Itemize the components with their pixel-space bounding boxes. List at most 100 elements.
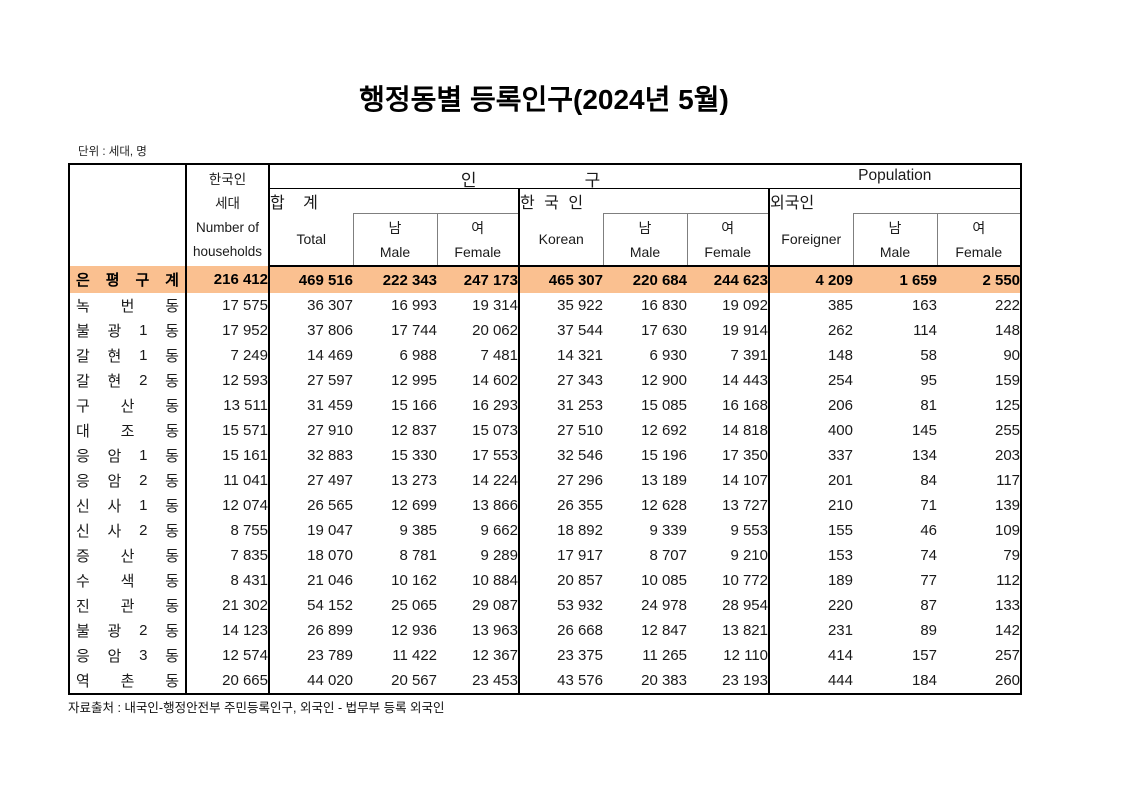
cell-korean_female: 17 350 (687, 443, 770, 468)
foreigner-female-ko: 여 (972, 220, 986, 237)
cell-total: 26 565 (307, 497, 353, 514)
cell-korean: 20 857 (557, 572, 603, 589)
cell-foreigner_female: 125 (995, 397, 1021, 414)
cell-korean_female: 28 954 (687, 593, 770, 618)
cell-foreigner_male: 74 (920, 547, 937, 564)
table-row: 갈 현 2 동 12 593 27 597 12 995 14 602 27 343 12 900… (69, 368, 1021, 393)
cell-foreigner_male: 87 (920, 597, 937, 614)
total-female-en: Female (454, 244, 502, 261)
cell-total_male: 11 422 (392, 647, 437, 664)
cell-total_female: 9 662 (437, 518, 520, 543)
cell-total_female: 13 963 (437, 618, 520, 643)
households-header-en1: Number of (195, 219, 260, 235)
cell-foreigner: 210 (827, 497, 853, 514)
foreigner-male-header: 남 Male (852, 212, 937, 267)
cell-foreigner_male: 84 (920, 472, 937, 489)
cell-total_female: 12 367 (437, 643, 520, 668)
cell-korean_male: 20 383 (641, 672, 687, 689)
cell-korean_female: 12 110 (687, 643, 770, 668)
table-header: 한국인 세대 Number of households 인 구 Populati… (69, 164, 1022, 267)
cell-korean_male: 9 339 (649, 522, 687, 539)
cell-total_female: 247 173 (437, 266, 520, 293)
cell-foreigner: 189 (827, 572, 853, 589)
cell-foreigner_female: 148 (995, 322, 1021, 339)
total-female-header: 여 Female (436, 212, 520, 267)
korean-male-header: 남 Male (602, 212, 687, 267)
cell-korean_male: 16 830 (641, 297, 687, 314)
cell-korean: 53 932 (557, 597, 603, 614)
group-total-label: 합 계 (269, 188, 520, 213)
cell-total: 469 516 (269, 266, 353, 293)
cell-total_female: 13 866 (437, 493, 520, 518)
cell-korean_female: 244 623 (687, 266, 770, 293)
cell-foreigner_female: 159 (995, 372, 1021, 389)
cell-total: 44 020 (307, 672, 353, 689)
cell-korean: 31 253 (557, 397, 603, 414)
cell-total_male: 12 837 (391, 422, 437, 439)
cell-total: 14 469 (307, 347, 353, 364)
cell-total_female: 20 062 (437, 318, 520, 343)
cell-korean_male: 17 630 (641, 322, 687, 339)
cell-foreigner: 153 (827, 547, 853, 564)
cell-foreigner_female: 203 (995, 447, 1021, 464)
cell-korean: 465 307 (519, 266, 603, 293)
foreigner-column-header: Foreigner (769, 213, 853, 267)
cell-total_male: 6 988 (399, 347, 437, 364)
cell-total_male: 13 273 (391, 472, 437, 489)
cell-korean: 35 922 (557, 297, 603, 314)
cell-foreigner_female: 90 (1003, 347, 1021, 364)
cell-households: 15 161 (186, 443, 270, 468)
total-male-header: 남 Male (352, 212, 437, 267)
cell-total_male: 15 166 (391, 397, 437, 414)
cell-korean: 23 375 (557, 647, 603, 664)
table-row: 구 산 동 13 511 31 459 15 166 16 293 31 253 15 085 1… (69, 393, 1021, 418)
cell-total_male: 20 567 (391, 672, 437, 689)
cell-korean_male: 15 196 (641, 447, 687, 464)
population-top-header: 인 구 Population (269, 164, 1022, 190)
cell-total_female: 9 289 (437, 543, 520, 568)
cell-total_male: 12 995 (391, 372, 437, 389)
cell-foreigner_male: 95 (920, 372, 937, 389)
cell-korean_female: 14 818 (687, 418, 770, 443)
korean-female-en: Female (704, 244, 752, 261)
cell-total_female: 29 087 (437, 593, 520, 618)
cell-korean_female: 14 443 (687, 368, 770, 393)
cell-foreigner_female: 255 (995, 422, 1021, 439)
cell-total: 18 070 (307, 547, 353, 564)
cell-korean_female: 23 193 (687, 668, 770, 694)
cell-foreigner_female: 222 (995, 297, 1021, 314)
table-row: 응 암 2 동 11 041 27 497 13 273 14 224 27 296 13 189… (69, 468, 1021, 493)
cell-foreigner_female: 257 (995, 647, 1021, 664)
table-row: 대 조 동 15 571 27 910 12 837 15 073 27 510 12 692 1… (69, 418, 1021, 443)
foreigner-male-ko: 남 (888, 220, 902, 237)
cell-foreigner: 201 (827, 472, 853, 489)
cell-foreigner: 254 (827, 372, 853, 389)
cell-korean_female: 9 210 (687, 543, 770, 568)
cell-households: 21 302 (186, 593, 270, 618)
cell-korean: 27 510 (557, 422, 603, 439)
table-row: 녹 번 동 17 575 36 307 16 993 19 314 35 922 16 830 1… (69, 293, 1021, 318)
cell-total_male: 10 162 (391, 572, 437, 589)
cell-households: 8 431 (186, 568, 270, 593)
cell-total_male: 16 993 (391, 297, 437, 314)
cell-total_male: 17 744 (391, 322, 437, 339)
cell-foreigner: 206 (827, 397, 853, 414)
cell-foreigner_male: 114 (913, 322, 937, 339)
cell-total_male: 8 781 (399, 547, 437, 564)
cell-foreigner: 220 (827, 597, 853, 614)
cell-total: 27 597 (307, 372, 353, 389)
cell-korean_male: 13 189 (641, 472, 687, 489)
foreigner-female-header: 여 Female (936, 212, 1022, 267)
cell-total_female: 15 073 (437, 418, 520, 443)
cell-total: 23 789 (307, 647, 353, 664)
